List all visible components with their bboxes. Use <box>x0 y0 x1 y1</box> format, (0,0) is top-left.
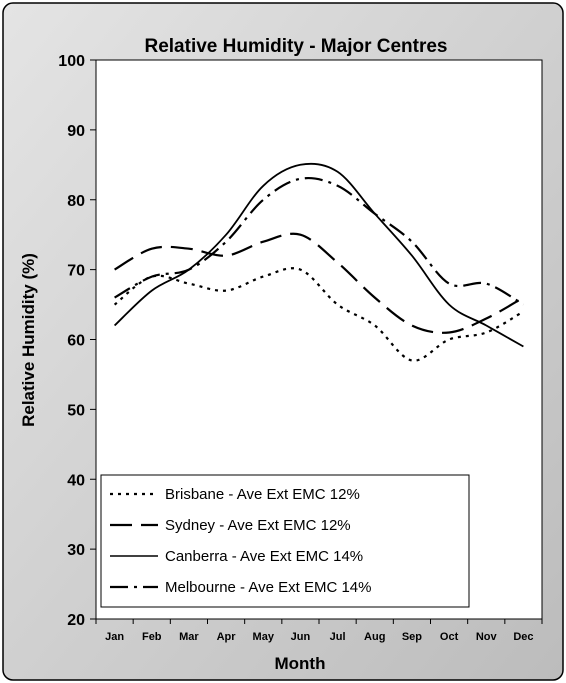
x-tick-label: Aug <box>364 631 385 643</box>
y-tick-label: 40 <box>67 472 85 489</box>
y-tick-label: 70 <box>67 263 85 280</box>
series-line-melbourne <box>114 177 524 306</box>
x-tick-label: Mar <box>179 631 199 643</box>
y-tick-label: 60 <box>67 333 85 350</box>
x-tick-label: May <box>253 631 275 643</box>
series-lines <box>113 162 524 362</box>
y-tick-label: 20 <box>67 612 85 629</box>
legend-label: Sydney - Ave Ext EMC 12% <box>165 517 351 534</box>
legend-label: Brisbane - Ave Ext EMC 12% <box>165 486 360 503</box>
x-tick-label: Nov <box>476 631 498 643</box>
legend-label: Melbourne - Ave Ext EMC 14% <box>165 579 371 596</box>
y-tick-label: 50 <box>67 402 85 419</box>
x-tick-label: Jul <box>330 631 346 643</box>
x-tick-label: Apr <box>217 631 237 643</box>
x-axis: Jan Feb Mar Apr May Jun Jul Aug Sep Oct Nov Dec <box>95 619 543 643</box>
y-tick-label: 80 <box>67 193 85 210</box>
x-tick-label: Jun <box>291 631 311 643</box>
x-tick-label: Feb <box>142 631 162 643</box>
y-axis: 20 30 40 50 60 70 80 90 100 <box>58 53 96 629</box>
chart-title: Relative Humidity - Major Centres <box>144 36 447 57</box>
x-axis-title: Month <box>275 654 326 673</box>
x-tick-label: Dec <box>513 631 533 643</box>
y-axis-title: Relative Humidity (%) <box>19 253 38 427</box>
x-tick-label: Sep <box>402 631 422 643</box>
series-line-sydney <box>114 232 524 334</box>
x-tick-label: Jan <box>105 631 124 643</box>
legend-label: Canberra - Ave Ext EMC 14% <box>165 548 363 565</box>
series-line-brisbane <box>113 267 524 362</box>
y-tick-label: 90 <box>67 123 85 140</box>
legend: Brisbane - Ave Ext EMC 12% Sydney - Ave E… <box>100 474 470 608</box>
x-tick-label: Oct <box>440 631 459 643</box>
y-tick-label: 100 <box>58 53 85 70</box>
legend-box <box>100 474 470 608</box>
y-tick-label: 30 <box>67 542 85 559</box>
